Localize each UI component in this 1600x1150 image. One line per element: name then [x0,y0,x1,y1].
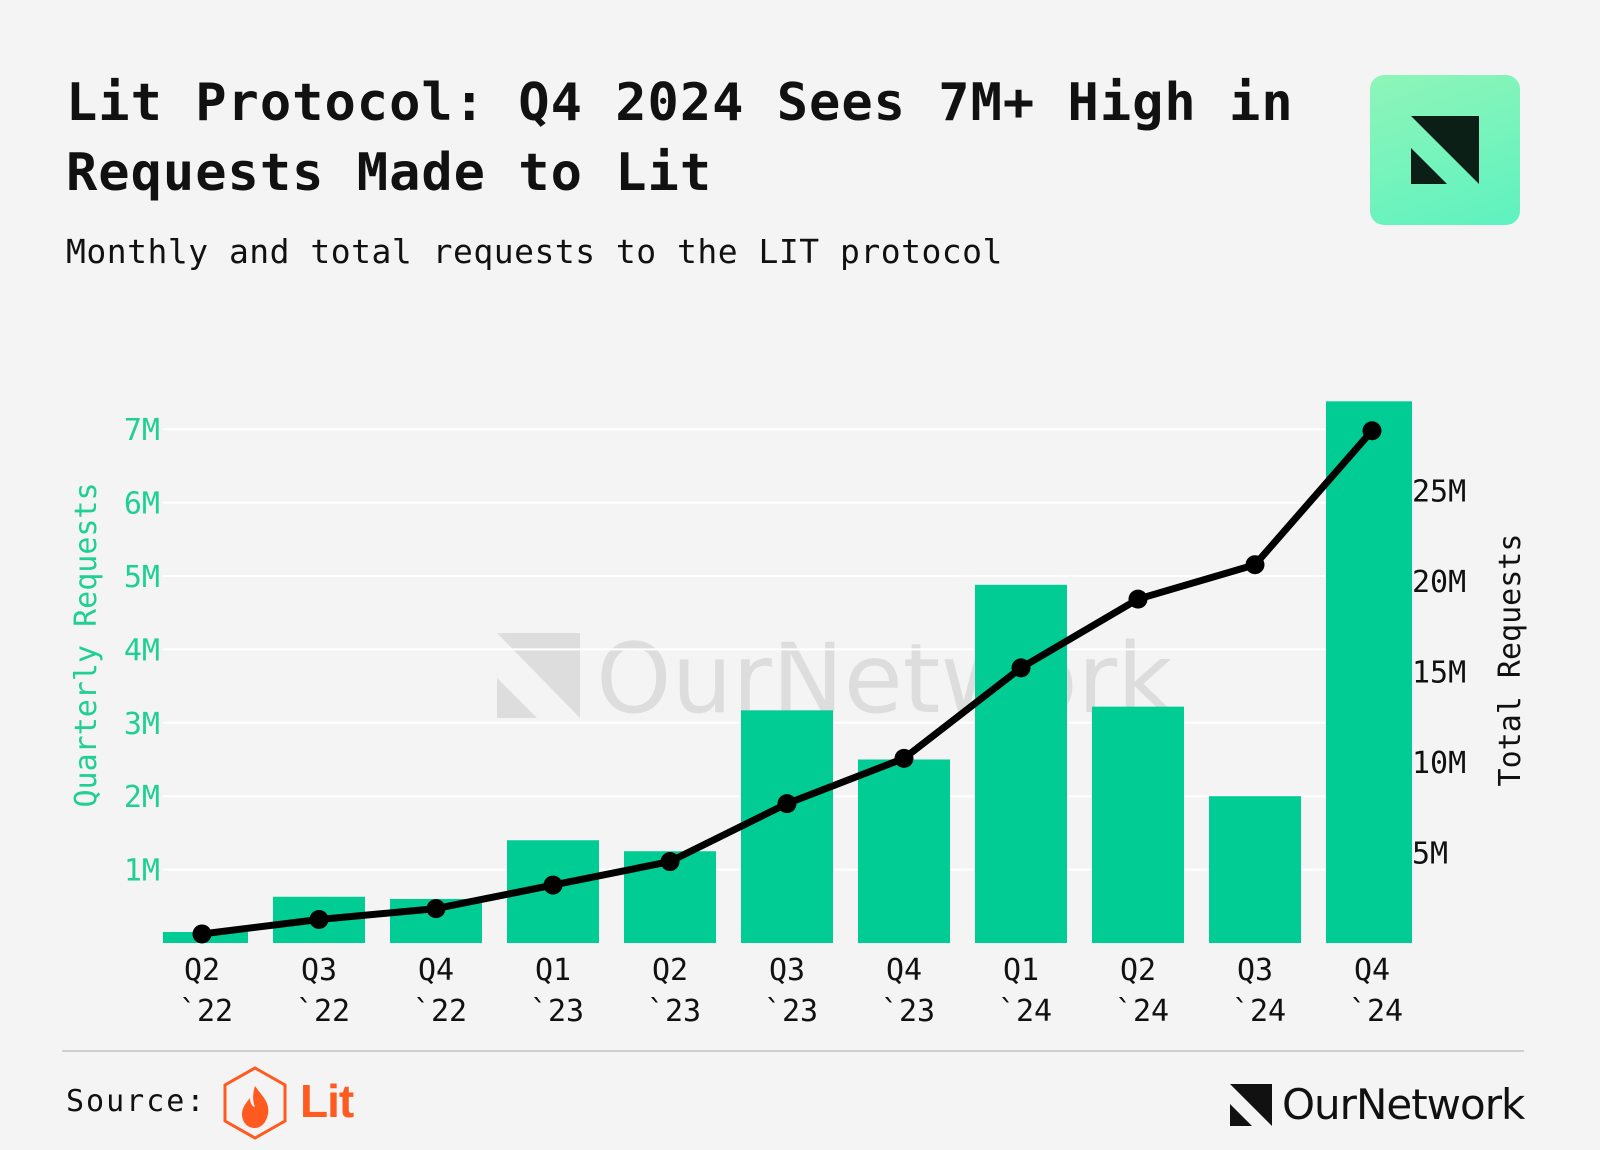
ournetwork-logo-icon [1370,75,1520,225]
left-tick-label: 2M [124,780,160,815]
right-tick-label: 10M [1412,746,1466,781]
total-line [192,421,1382,944]
total-point-11 [1362,421,1382,441]
x-tick-year: `23 [530,994,584,1029]
left-axis-title: Quarterly Requests [69,482,104,807]
left-tick-label: 1M [124,854,160,889]
right-axis-title: Total Requests [1493,534,1528,787]
x-tick-quarter: Q4 [418,953,454,988]
watermark-text: OurNetwork [596,623,1173,735]
x-tick-quarter: Q4 [1354,953,1390,988]
x-tick-year: `22 [413,994,467,1029]
left-tick-label: 6M [124,487,160,522]
x-tick-year: `23 [647,994,701,1029]
chart-title: Lit Protocol: Q4 2024 Sees 7M+ High in R… [66,73,1294,203]
left-axis: 1M 2M 3M 4M 5M 6M 7M [124,413,160,888]
bar-9 [1092,706,1184,943]
x-axis: Q2 `22 Q3 `22 Q4 `22 Q1 `23 Q2 `23 Q3 `23 Q4 `23 Q1 `24… [179,953,1403,1029]
x-tick-year: `22 [296,994,350,1029]
total-point-2 [309,909,329,929]
x-tick-year: `22 [179,994,233,1029]
footer-divider [62,1050,1524,1052]
left-tick-label: 5M [124,560,160,595]
x-tick-quarter: Q2 [184,953,220,988]
bar-10 [1209,796,1301,943]
x-tick-year: `23 [764,994,818,1029]
total-point-1 [192,924,212,944]
x-tick-year: `24 [1115,994,1169,1029]
right-tick-label: 20M [1412,565,1466,600]
x-tick-quarter: Q1 [1003,953,1039,988]
ournetwork-wordmark: OurNetwork [1282,1080,1525,1129]
x-tick-quarter: Q4 [886,953,922,988]
total-point-6 [777,794,797,814]
x-tick-year: `24 [1349,994,1403,1029]
x-tick-year: `24 [998,994,1052,1029]
lit-flame-icon [223,1066,287,1140]
total-point-8 [1011,658,1031,678]
bar-8 [975,584,1067,943]
x-tick-quarter: Q2 [1120,953,1156,988]
x-tick-quarter: Q3 [769,953,805,988]
right-tick-label: 15M [1412,656,1466,691]
left-tick-label: 3M [124,707,160,742]
total-point-10 [1245,555,1265,575]
watermark: OurNetwork [497,623,1173,735]
right-tick-label: 25M [1412,475,1466,510]
total-point-7 [894,748,914,768]
right-tick-label: 5M [1412,837,1448,872]
x-tick-quarter: Q3 [1237,953,1273,988]
chart-subtitle: Monthly and total requests to the LIT pr… [66,232,1003,271]
x-tick-quarter: Q3 [301,953,337,988]
x-tick-quarter: Q1 [535,953,571,988]
bar-6 [741,710,833,943]
total-point-3 [426,899,446,919]
right-axis: 5M 10M 15M 20M 25M [1412,475,1466,872]
left-tick-label: 7M [124,413,160,448]
lit-wordmark: Lit [300,1075,354,1127]
x-tick-quarter: Q2 [652,953,688,988]
total-point-9 [1128,589,1148,609]
x-tick-year: `24 [1232,994,1286,1029]
chart: OurNetwork 1M 2M 3M 4M 5M 6M 7M 5M 10M 15M 20M 25M… [69,401,1528,1029]
ournetwork-wordmark-icon [1230,1084,1272,1126]
x-tick-year: `23 [881,994,935,1029]
bar-7 [858,759,950,943]
total-point-5 [660,852,680,872]
bar-11 [1326,401,1412,944]
total-point-4 [543,875,563,895]
left-tick-label: 4M [124,633,160,668]
source-label: Source: [66,1084,207,1119]
